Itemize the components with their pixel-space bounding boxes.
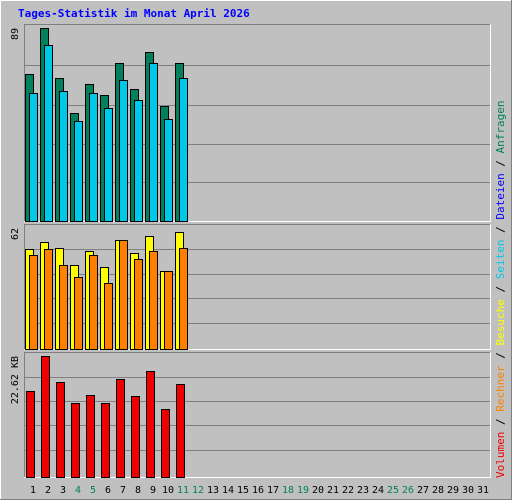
x-tick-label: 12 [192,485,204,496]
x-tick-label: 29 [447,485,459,496]
x-tick-label: 20 [312,485,324,496]
x-tick-label: 11 [177,485,189,496]
bar-volumen [146,371,155,478]
x-tick-label: 26 [402,485,414,496]
bar-rechner [74,277,83,350]
bar-volumen [41,356,50,478]
bar-dateien [119,80,128,222]
legend-entry: Besuche [494,299,507,345]
x-tick-label: 2 [45,485,51,496]
x-tick-label: 21 [327,485,339,496]
bar-rechner [119,240,128,350]
x-tick-label: 14 [222,485,234,496]
bar-dateien [134,100,143,222]
x-tick-label: 18 [282,485,294,496]
bar-dateien [59,91,68,222]
x-tick-label: 25 [387,485,399,496]
bar-rechner [104,283,113,350]
x-tick-label: 17 [267,485,279,496]
bar-volumen [116,379,125,478]
x-tick-label: 30 [462,485,474,496]
bar-dateien [74,121,83,222]
bar-rechner [179,248,188,350]
bar-volumen [56,382,65,478]
bar-volumen [161,409,170,478]
bar-rechner [164,271,173,350]
bar-dateien [149,63,158,222]
bar-rechner [89,255,98,350]
x-tick-label: 24 [372,485,384,496]
chart-title: Tages-Statistik im Monat April 2026 [18,7,250,20]
legend-entry: / [494,412,507,432]
bar-volumen [101,403,110,478]
legend-entry: / [494,346,507,366]
y-max-label: 89 [10,28,21,40]
bar-dateien [89,93,98,222]
bar-rechner [134,259,143,350]
x-tick-label: 15 [237,485,249,496]
x-tick-label: 19 [297,485,309,496]
bar-volumen [176,384,185,478]
bar-dateien [179,78,188,222]
x-tick-label: 3 [60,485,66,496]
legend-entry: / [494,220,507,240]
x-tick-label: 7 [120,485,126,496]
x-tick-label: 4 [75,485,81,496]
x-tick-label: 8 [135,485,141,496]
x-tick-label: 13 [207,485,219,496]
bar-rechner [149,251,158,350]
x-tick-label: 28 [432,485,444,496]
bar-volumen [86,395,95,478]
bar-dateien [164,119,173,222]
bar-dateien [44,45,53,222]
legend: Volumen / Rechner / Besuche / Seiten / D… [494,100,507,478]
legend-entry: Rechner [494,365,507,412]
x-tick-label: 16 [252,485,264,496]
x-tick-label: 22 [342,485,354,496]
legend-entry: Dateien [494,173,507,219]
bar-rechner [29,255,38,350]
bar-volumen [71,403,80,478]
legend-entry: Volumen [494,432,507,478]
legend-entry: / [494,279,507,299]
x-tick-label: 6 [105,485,111,496]
x-tick-label: 10 [162,485,174,496]
x-tick-label: 27 [417,485,429,496]
x-tick-label: 31 [477,485,489,496]
legend-entry: / [494,153,507,173]
x-tick-label: 9 [150,485,156,496]
bar-dateien [104,108,113,222]
bar-dateien [29,93,38,222]
legend-entry: Anfragen [494,100,507,153]
bar-volumen [131,396,140,478]
legend-entry: Seiten [494,240,507,280]
bar-volumen [26,391,35,478]
bar-rechner [44,249,53,350]
y-max-label: 22.62 KB [10,356,21,404]
bar-rechner [59,265,68,350]
y-max-label: 62 [10,228,21,240]
x-tick-label: 23 [357,485,369,496]
x-tick-label: 1 [30,485,36,496]
x-tick-label: 5 [90,485,96,496]
